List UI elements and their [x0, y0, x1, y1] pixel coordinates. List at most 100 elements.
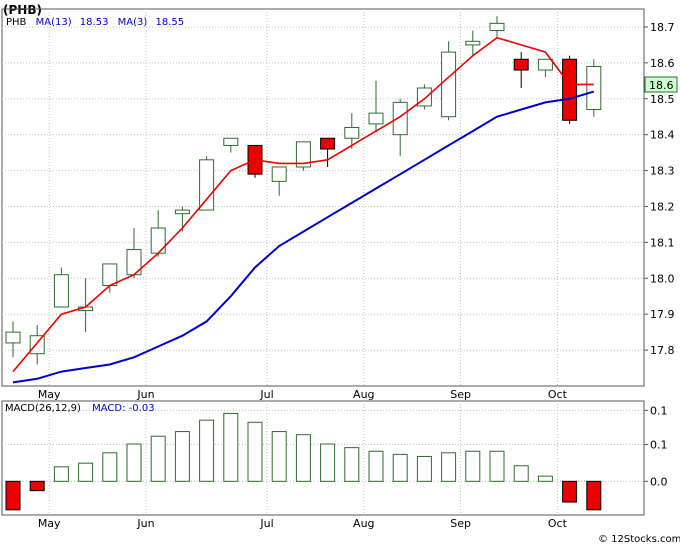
macd-bar-positive: [465, 450, 481, 482]
candle-body-up: [53, 274, 69, 308]
price-y-tick-label: 17.9: [650, 308, 675, 321]
candle: [344, 113, 360, 150]
candle-body-up: [441, 51, 457, 118]
legend-ma13-value: 18.53: [80, 17, 109, 28]
candle: [368, 80, 384, 132]
macd-legend-value-label: MACD:: [92, 403, 125, 414]
macd-bar-positive: [513, 465, 529, 482]
candle-body-up: [223, 137, 239, 146]
macd-bar-positive: [320, 443, 336, 482]
candle-body-up: [295, 141, 311, 168]
price-y-tick-label: 18.7: [650, 21, 675, 34]
macd-bar-positive: [271, 431, 287, 482]
candle-body-up: [174, 209, 190, 215]
last-price-tag: 18.6: [644, 76, 678, 93]
price-x-tick-label: Oct: [548, 388, 568, 401]
macd-panel: 0.1 0.1 0.0 May Jun Jul Aug Sep Oct MACD(26,12,…: [1, 400, 668, 530]
candle: [489, 16, 505, 38]
price-y-tick-label: 18.0: [650, 272, 675, 285]
candle-body-down: [320, 137, 336, 150]
price-x-tick-label: Sep: [450, 388, 471, 401]
macd-bars: [5, 412, 602, 511]
macd-bar-positive: [344, 447, 360, 482]
candle: [126, 228, 142, 279]
price-legend: PHB MA(13) 18.53 MA(3) 18.55: [6, 17, 184, 28]
candle-body-up: [368, 112, 384, 125]
macd-bar-negative: [29, 480, 45, 492]
macd-y-tick-label: 0.1: [650, 439, 668, 452]
candle-body-up: [271, 166, 287, 182]
ma13-line: [12, 90, 595, 384]
macd-bar-positive: [223, 412, 239, 482]
macd-bar-positive: [78, 462, 94, 482]
candle: [513, 52, 529, 88]
candle: [537, 58, 553, 78]
candle: [416, 84, 432, 110]
candle: [392, 98, 408, 157]
legend-ma13-label: MA(13): [36, 17, 72, 28]
candle-body-up: [344, 126, 360, 139]
legend-ma3-value: 18.55: [155, 17, 184, 28]
price-panel: 18.718.618.518.418.318.218.118.017.917.8…: [1, 8, 678, 401]
candle: [223, 137, 239, 153]
legend-ma3-label: MA(3): [118, 17, 148, 28]
candle-body-up: [150, 227, 166, 254]
price-x-axis: May Jun Jul Aug Sep Oct: [38, 388, 568, 401]
candle-body-up: [489, 22, 505, 32]
macd-bar-positive: [368, 450, 384, 482]
candle-body-up: [5, 331, 21, 344]
candle-body-up: [465, 40, 481, 46]
last-price-tag-bg: [644, 76, 678, 93]
ma3-line: [12, 36, 594, 373]
price-y-tick-label: 17.8: [650, 344, 675, 357]
macd-bar-positive: [537, 475, 553, 482]
legend-symbol: PHB: [6, 17, 27, 28]
price-gridlines: [2, 9, 644, 386]
candle: [320, 137, 336, 167]
price-y-tick-label: 18.2: [650, 200, 675, 213]
macd-x-tick-label: Sep: [450, 517, 471, 530]
candle-body-up: [537, 58, 553, 71]
macd-bar-positive: [174, 431, 190, 482]
macd-bar-positive: [150, 435, 166, 482]
candle: [199, 156, 215, 211]
macd-bar-positive: [416, 455, 432, 482]
candle: [562, 55, 578, 124]
macd-panel-frame: [1, 400, 645, 516]
macd-x-tick-label: Jun: [136, 517, 154, 530]
macd-legend-label: MACD(26,12,9): [5, 403, 81, 414]
candle-body-up: [586, 65, 602, 111]
candle: [465, 30, 481, 56]
macd-y-axis: 0.1 0.1 0.0: [644, 404, 668, 488]
macd-bar-positive: [441, 452, 457, 482]
candle: [102, 263, 118, 293]
candle: [441, 41, 457, 121]
candle: [295, 141, 311, 171]
candle-body-down: [562, 58, 578, 121]
macd-legend-value: -0.03: [129, 403, 155, 414]
macd-x-axis: May Jun Jul Aug Sep Oct: [38, 517, 568, 530]
price-y-axis: 18.718.618.518.418.318.218.118.017.917.8: [644, 21, 675, 357]
chart-title: (PHB): [3, 3, 42, 17]
macd-x-tick-label: Aug: [353, 517, 374, 530]
price-y-tick-label: 18.4: [650, 129, 675, 142]
candle-body-up: [102, 263, 118, 286]
macd-bar-positive: [199, 419, 215, 482]
candle-body-down: [513, 58, 529, 71]
price-panel-frame: [1, 8, 645, 387]
candle-body-up: [392, 101, 408, 136]
candle-body-up: [29, 335, 45, 355]
macd-bar-positive: [126, 443, 142, 482]
price-y-tick-label: 18.5: [650, 93, 675, 106]
macd-y-tick-label: 0.1: [650, 404, 668, 417]
price-x-tick-label: Jul: [259, 388, 273, 401]
macd-bar-positive: [489, 450, 505, 482]
macd-bar-positive: [247, 421, 263, 482]
candle: [586, 59, 602, 117]
macd-bar-positive: [102, 452, 118, 482]
price-x-tick-label: Jun: [136, 388, 154, 401]
price-y-tick-label: 18.3: [650, 165, 675, 178]
candle: [29, 324, 45, 365]
